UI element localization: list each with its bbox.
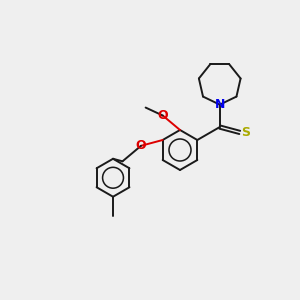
Text: N: N xyxy=(214,98,225,111)
Text: S: S xyxy=(241,126,250,139)
Text: O: O xyxy=(158,109,168,122)
Text: O: O xyxy=(136,139,146,152)
